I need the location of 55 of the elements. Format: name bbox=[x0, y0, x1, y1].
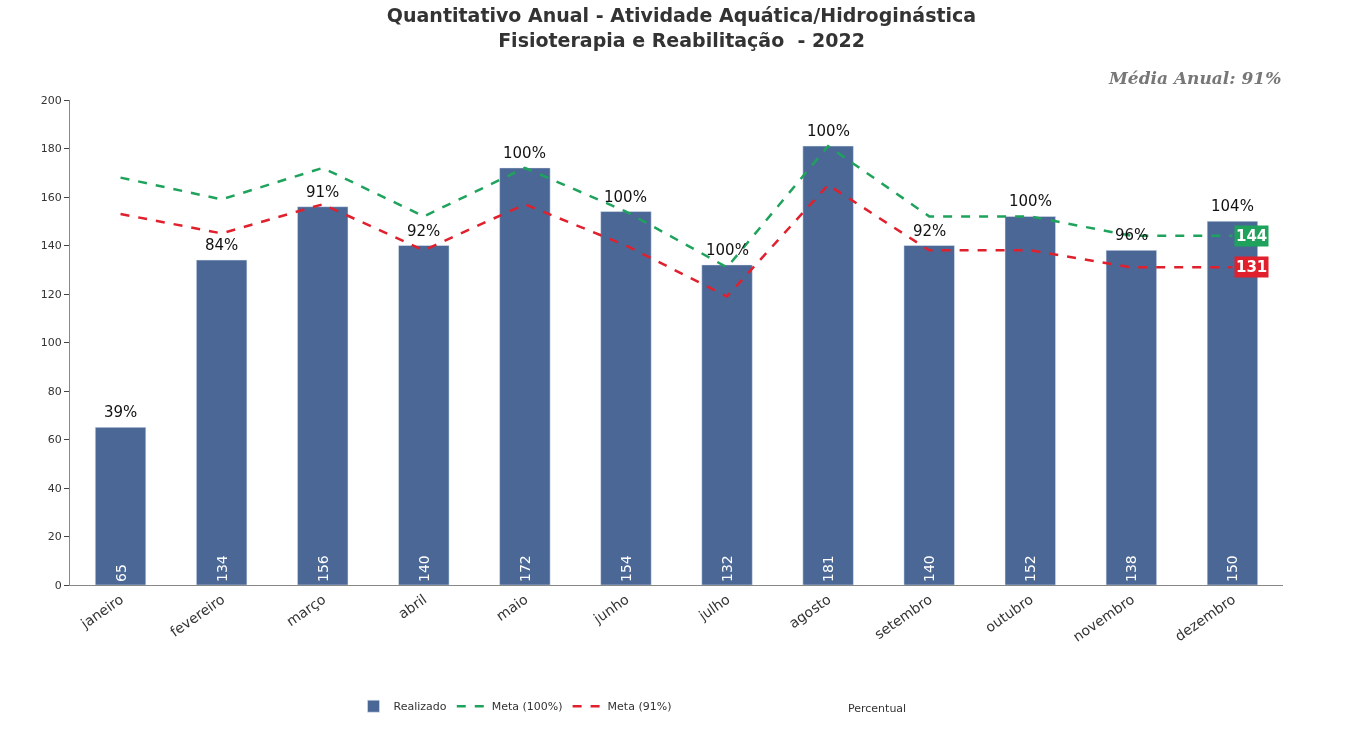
bar bbox=[499, 167, 551, 585]
legend-label: Realizado bbox=[393, 700, 447, 714]
data-label: 172 bbox=[516, 555, 533, 582]
y-tick-label: 160 bbox=[40, 190, 62, 204]
annotation: 96% bbox=[1115, 226, 1149, 244]
chart-subtitle: Fisioterapia e Reabilitação - 2022 bbox=[498, 28, 865, 51]
annotation: 39% bbox=[104, 403, 138, 421]
data-label: 132 bbox=[719, 555, 736, 582]
data-label: 131 bbox=[1236, 258, 1268, 276]
annotation: 84% bbox=[205, 236, 239, 254]
y-tick-label: 40 bbox=[47, 481, 62, 495]
text: Média Anual: 91% bbox=[1108, 68, 1282, 88]
data-label: 140 bbox=[921, 555, 938, 582]
y-tick-label: 140 bbox=[40, 239, 62, 253]
data-label: 134 bbox=[213, 555, 230, 582]
bar bbox=[701, 264, 753, 585]
annotation: 92% bbox=[407, 222, 441, 240]
bar bbox=[600, 211, 652, 585]
annotation: 91% bbox=[306, 183, 340, 201]
bar bbox=[196, 259, 248, 585]
bar bbox=[903, 245, 955, 585]
y-tick-label: 120 bbox=[40, 287, 62, 301]
legend-label: Meta (100%) bbox=[491, 700, 563, 714]
annotation: 100% bbox=[604, 188, 647, 206]
text: Percentual bbox=[848, 702, 907, 715]
data-label: 138 bbox=[1123, 555, 1140, 582]
y-tick-label: 100 bbox=[40, 336, 62, 350]
annotation: 100% bbox=[1009, 192, 1052, 210]
data-label: 65 bbox=[112, 564, 129, 582]
y-tick-label: 200 bbox=[40, 93, 62, 107]
y-tick-label: 0 bbox=[54, 578, 62, 592]
data-label: 156 bbox=[314, 555, 331, 582]
data-label: 152 bbox=[1022, 555, 1039, 582]
data-label: 140 bbox=[415, 555, 432, 582]
y-tick-label: 180 bbox=[40, 142, 62, 156]
bar bbox=[398, 245, 450, 585]
annotation: 100% bbox=[706, 241, 749, 259]
bar bbox=[1105, 250, 1157, 585]
chart-title: Quantitativo Anual - Atividade Aquática/Hidroginástica bbox=[386, 3, 977, 26]
bar bbox=[297, 206, 349, 585]
annotation: 100% bbox=[807, 122, 850, 140]
data-label: 154 bbox=[617, 555, 634, 582]
bar bbox=[1004, 216, 1056, 585]
y-tick-label: 20 bbox=[47, 530, 62, 544]
data-label: 181 bbox=[820, 555, 837, 582]
y-tick-label: 60 bbox=[47, 433, 62, 447]
bar bbox=[802, 145, 854, 585]
data-label: 150 bbox=[1224, 555, 1241, 582]
legend-label: Meta (91%) bbox=[607, 700, 672, 714]
y-tick-label: 80 bbox=[47, 384, 62, 398]
data-label: 144 bbox=[1236, 227, 1268, 245]
annotation: 104% bbox=[1211, 197, 1254, 215]
annotation: 100% bbox=[503, 144, 546, 162]
annotation: 92% bbox=[913, 222, 947, 240]
bar bbox=[95, 427, 147, 585]
